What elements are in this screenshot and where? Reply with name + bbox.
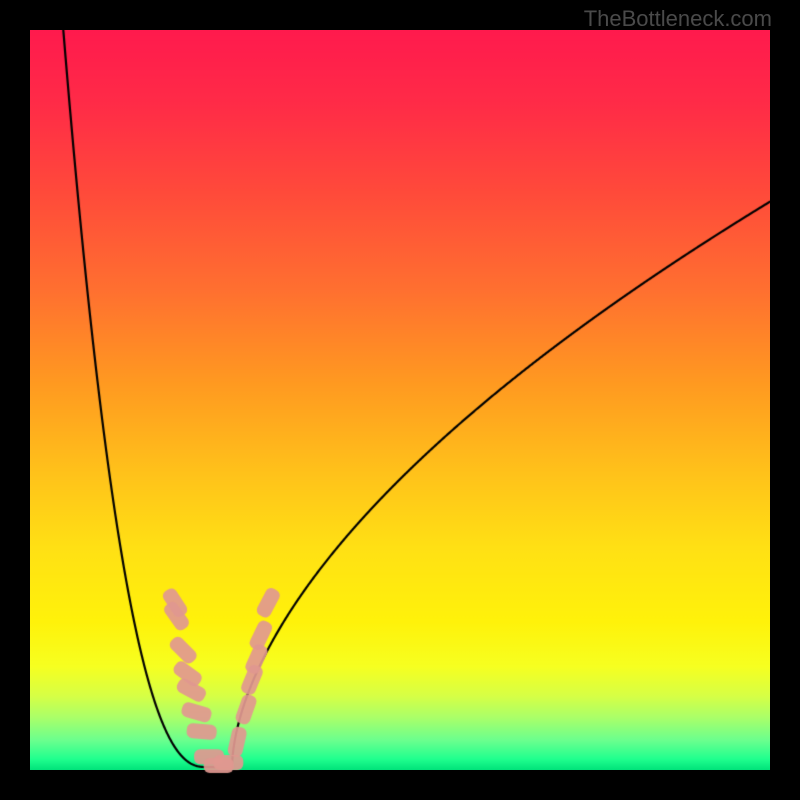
chart-container: TheBottleneck.com [0, 0, 800, 800]
gradient-background [30, 30, 770, 770]
watermark-text: TheBottleneck.com [584, 6, 772, 32]
